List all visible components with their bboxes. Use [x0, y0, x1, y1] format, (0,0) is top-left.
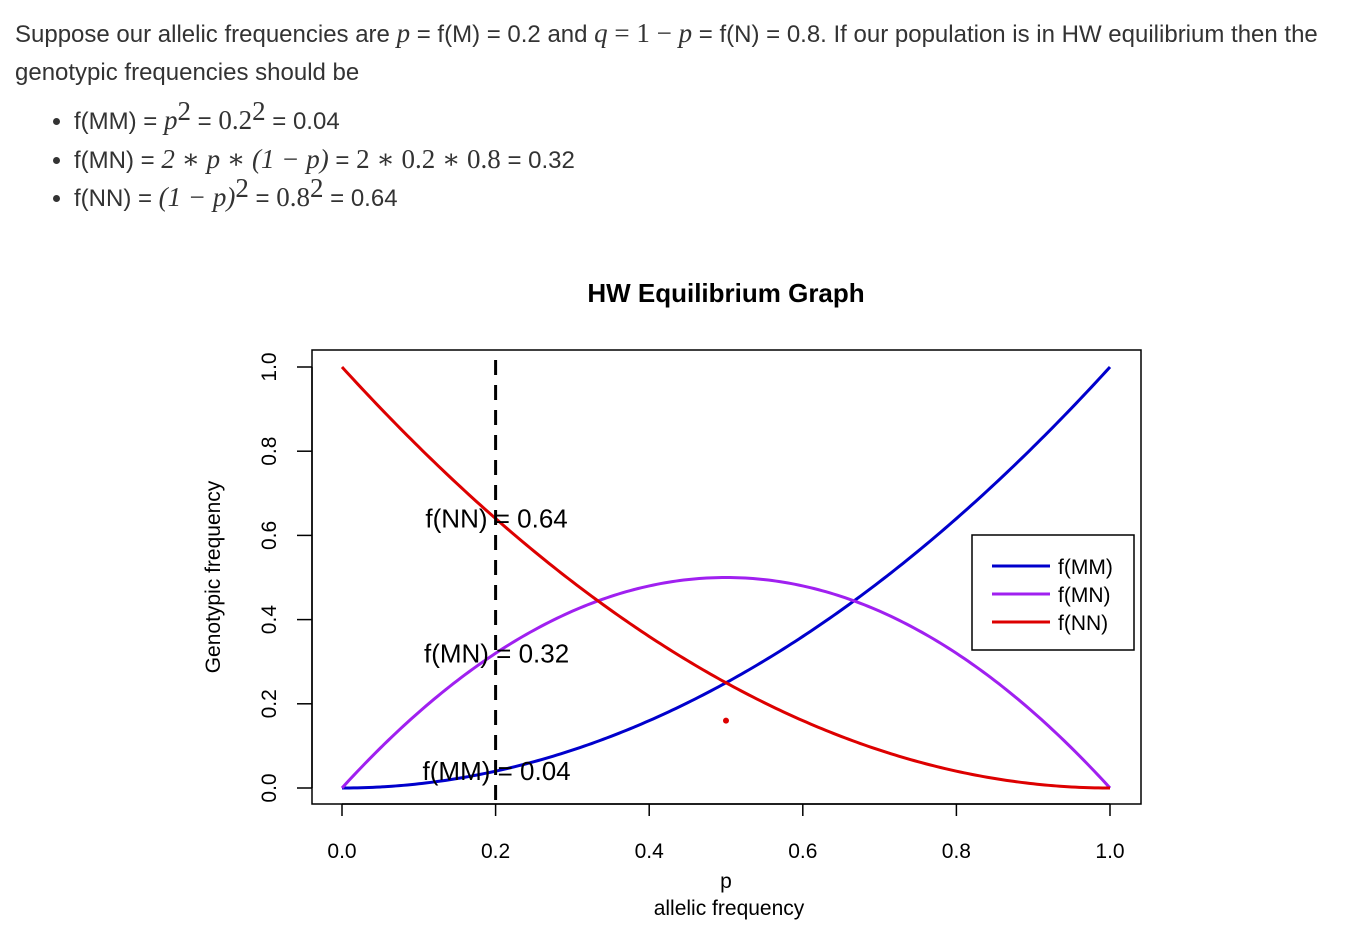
- y-tick-label: 0.0: [258, 773, 281, 802]
- y-tick-label: 0.4: [258, 605, 281, 635]
- y-axis-label: Genotypic frequency: [202, 480, 225, 673]
- chart-title: HW Equilibrium Graph: [587, 278, 864, 308]
- formula-nn: f(NN) = (1 − p)2 = 0.82 = 0.64: [74, 175, 575, 218]
- intro-var-q: q: [594, 18, 608, 48]
- axes: 0.0 0.2 0.4 0.6 0.8 1.0 0.0 0.2 0.4 0.6 0.8 1.0: [258, 352, 1125, 863]
- series-lines: [340, 360, 1112, 806]
- red-point: [723, 717, 729, 724]
- intro-paragraph: Suppose our allelic frequencies are p = …: [15, 14, 1350, 92]
- intro-var-p: p: [396, 18, 411, 48]
- series-line-fmn: [340, 575, 1112, 790]
- legend-entry: f(NN): [1058, 612, 1108, 635]
- intro-text-3: = 1 −: [607, 18, 679, 48]
- series-line-fnn: [340, 365, 1111, 790]
- x-tick-label: 0.2: [481, 840, 510, 863]
- x-tick-label: 1.0: [1095, 840, 1124, 863]
- annotations: f(NN) = 0.64 f(MN) = 0.32 f(MM) = 0.04: [423, 504, 571, 787]
- intro-var-p2: p: [678, 18, 693, 48]
- annotation-label: f(MM) = 0.04: [423, 756, 571, 786]
- y-tick-label: 0.2: [258, 689, 281, 718]
- y-tick-label: 0.8: [258, 437, 281, 466]
- formula-mm: f(MM) = p2 = 0.22 = 0.04: [74, 98, 575, 141]
- x-axis-label-2: allelic frequency: [654, 897, 805, 920]
- intro-text-1: Suppose our allelic frequencies are: [15, 21, 397, 48]
- genotype-formula-list: f(MM) = p2 = 0.22 = 0.04 f(MN) = 2 ∗ p ∗…: [42, 98, 575, 218]
- x-tick-label: 0.0: [327, 840, 356, 863]
- legend-entry: f(MN): [1058, 584, 1110, 607]
- annotation-label: f(MN) = 0.32: [424, 638, 569, 668]
- x-axis-label: p: [720, 870, 732, 893]
- x-tick-label: 0.8: [942, 840, 971, 863]
- x-tick-label: 0.4: [635, 840, 665, 863]
- y-tick-label: 1.0: [258, 352, 281, 381]
- intro-text-2: = f(M) = 0.2 and: [410, 21, 595, 48]
- hw-equilibrium-chart: HW Equilibrium Graph 0.0 0.2 0.4 0.6 0.8 1.00…: [202, 278, 1142, 920]
- annotation-label: f(NN) = 0.64: [425, 504, 567, 534]
- legend: f(MM) f(MN) f(NN): [971, 534, 1135, 651]
- intro-text-4: = f(N) = 0.8. If our population is in HW…: [15, 21, 1318, 86]
- formula-mn: f(MN) = 2 ∗ p ∗ (1 − p) = 2 ∗ 0.2 ∗ 0.8 …: [74, 141, 575, 180]
- x-tick-label: 0.6: [788, 840, 817, 863]
- y-tick-label: 0.6: [258, 521, 281, 550]
- legend-entry: f(MM): [1058, 556, 1113, 579]
